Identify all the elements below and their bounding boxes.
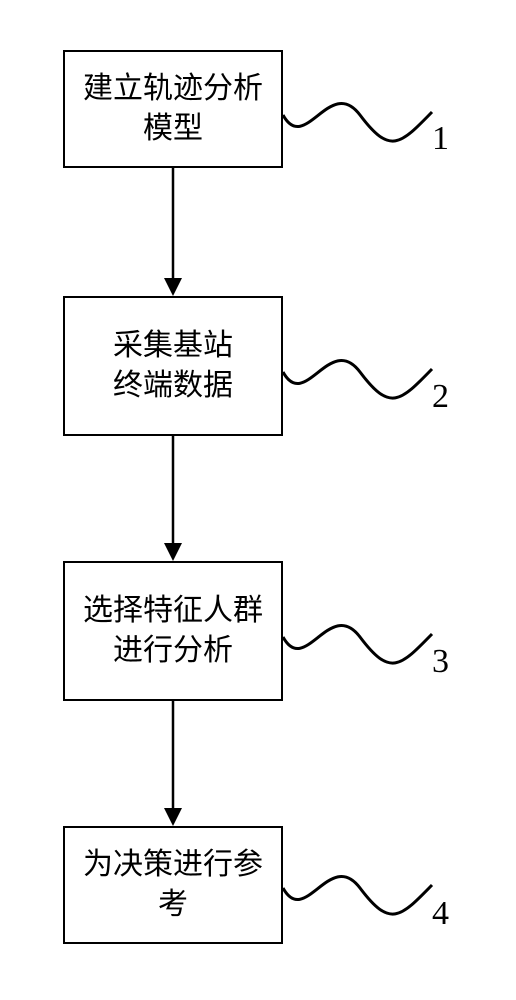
flowchart-canvas: 建立轨迹分析 模型 1 采集基站 终端数据 2 选择特征人群 进行分析 3 <box>0 0 516 1000</box>
wave-connector-4 <box>0 0 516 1000</box>
node-number-4: 4 <box>432 895 449 933</box>
